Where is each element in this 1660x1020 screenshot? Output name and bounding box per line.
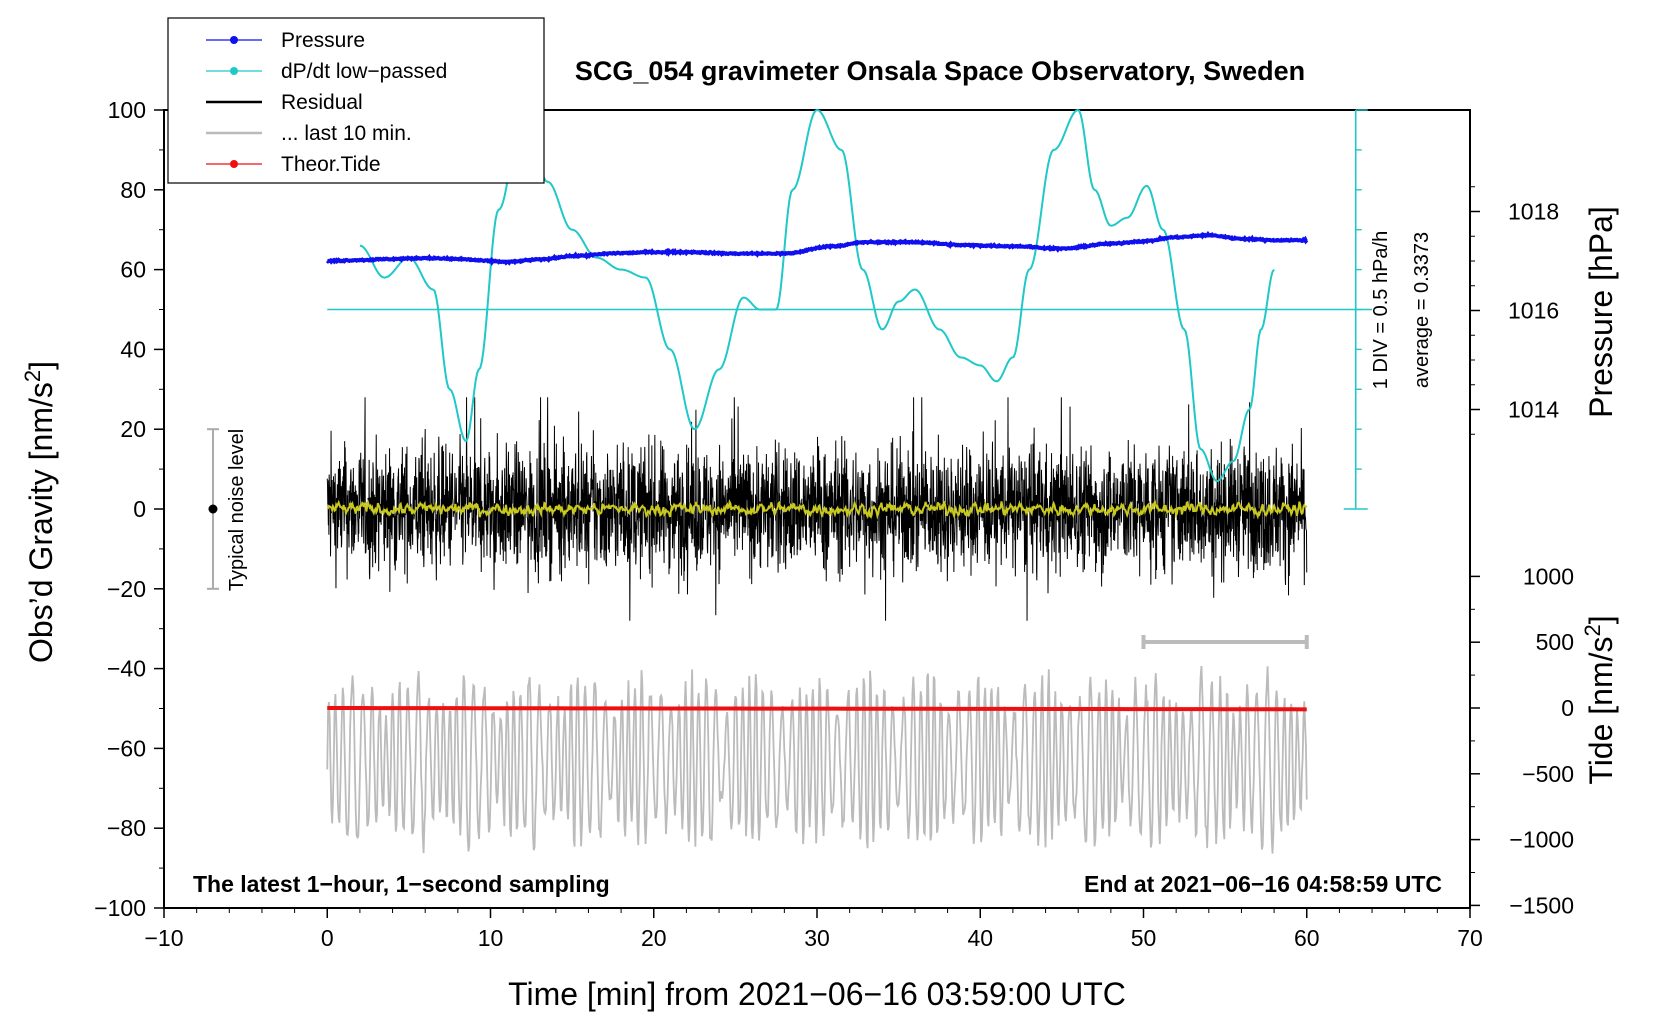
y-tick-label: −100 <box>94 895 146 921</box>
x-tick-label: 20 <box>641 925 667 951</box>
noise-level-dot <box>208 504 218 514</box>
last-10-min-line <box>326 665 1308 854</box>
tide-tick-label: 500 <box>1536 629 1574 655</box>
y-tick-label: −40 <box>107 656 146 682</box>
legend-box <box>167 17 545 184</box>
pressure-line <box>325 230 1309 267</box>
theor-tide-line <box>327 706 1307 712</box>
x-tick-label: 10 <box>478 925 504 951</box>
y-axis-label-tide-close: ] <box>1583 615 1619 624</box>
y-tick-label: 40 <box>120 336 146 362</box>
x-tick-label: 60 <box>1294 925 1320 951</box>
y-axis-label-gravity-sup: 2 <box>20 370 45 382</box>
legend-label: ... last 10 min. <box>281 122 412 145</box>
x-tick-label: 50 <box>1131 925 1157 951</box>
y-tick-label: −80 <box>107 815 146 841</box>
y-tick-label: 80 <box>120 177 146 203</box>
y-axis-label-gravity-close: ] <box>23 361 59 370</box>
pressure-tick-label: 1014 <box>1508 397 1559 423</box>
pressure-tick-label: 1016 <box>1508 298 1559 324</box>
pressure-tick-label: 1018 <box>1508 199 1559 225</box>
legend-label: Residual <box>281 91 363 114</box>
x-tick-label: 70 <box>1457 925 1483 951</box>
y-axis-label-pressure: Pressure [hPa] <box>1583 206 1619 418</box>
y-tick-label: 20 <box>120 416 146 442</box>
corner-label-left: The latest 1−hour, 1−second sampling <box>193 871 610 897</box>
corner-label-right: End at 2021−06−16 04:58:59 UTC <box>1084 871 1442 897</box>
y-axis-label-gravity: Obs’d Gravity [nm/s2] <box>20 361 59 663</box>
residual-smoothed-line <box>326 498 1308 520</box>
legend: Pressure dP/dt low−passed Residual ... last… <box>167 17 545 184</box>
x-axis-label: Time [min] from 2021−06−16 03:59:00 UTC <box>508 976 1126 1012</box>
y-tick-label: 60 <box>120 257 146 283</box>
chart-title: SCG_054 gravimeter Onsala Space Observat… <box>575 56 1305 86</box>
x-tick-label: −10 <box>144 925 183 951</box>
legend-label: Theor.Tide <box>281 153 381 176</box>
legend-label: Pressure <box>281 29 365 52</box>
dpdt-scale-label: 1 DIV = 0.5 hPa/h <box>1370 231 1392 389</box>
tide-tick-label: −500 <box>1522 761 1574 787</box>
y-tick-label: −20 <box>107 576 146 602</box>
y-axis-label-tide: Tide [nm/s2] <box>1580 615 1619 784</box>
tide-tick-label: −1500 <box>1509 892 1574 918</box>
tide-tick-label: 0 <box>1561 695 1574 721</box>
tide-tick-label: −1000 <box>1509 827 1574 853</box>
residual-line <box>326 397 1308 621</box>
legend-label: dP/dt low−passed <box>281 60 447 83</box>
y-tick-label: −60 <box>107 735 146 761</box>
x-tick-label: 30 <box>804 925 830 951</box>
x-tick-label: 40 <box>967 925 993 951</box>
legend-marker <box>230 160 238 168</box>
y-axis-label-tide-sup: 2 <box>1580 624 1605 636</box>
dpdt-average-label: average = 0.3373 <box>1411 232 1433 388</box>
legend-marker <box>230 67 238 75</box>
tide-tick-label: 1000 <box>1523 563 1574 589</box>
y-tick-label: 0 <box>133 496 146 522</box>
legend-marker <box>230 36 238 44</box>
traces <box>206 108 1373 854</box>
noise-level-label: Typical noise level <box>226 429 248 591</box>
x-tick-label: 0 <box>321 925 334 951</box>
y-axis-label-tide-text: Tide [nm/s <box>1583 636 1619 784</box>
y-tick-label: 100 <box>108 97 146 123</box>
y-axis-label-gravity-text: Obs’d Gravity [nm/s <box>23 382 59 663</box>
axes: −10 0 10 20 30 40 50 60 70100806040200−20−40−60−… <box>94 97 1574 951</box>
legend-entries: Pressure dP/dt low−passed Residual ... last… <box>206 29 447 176</box>
